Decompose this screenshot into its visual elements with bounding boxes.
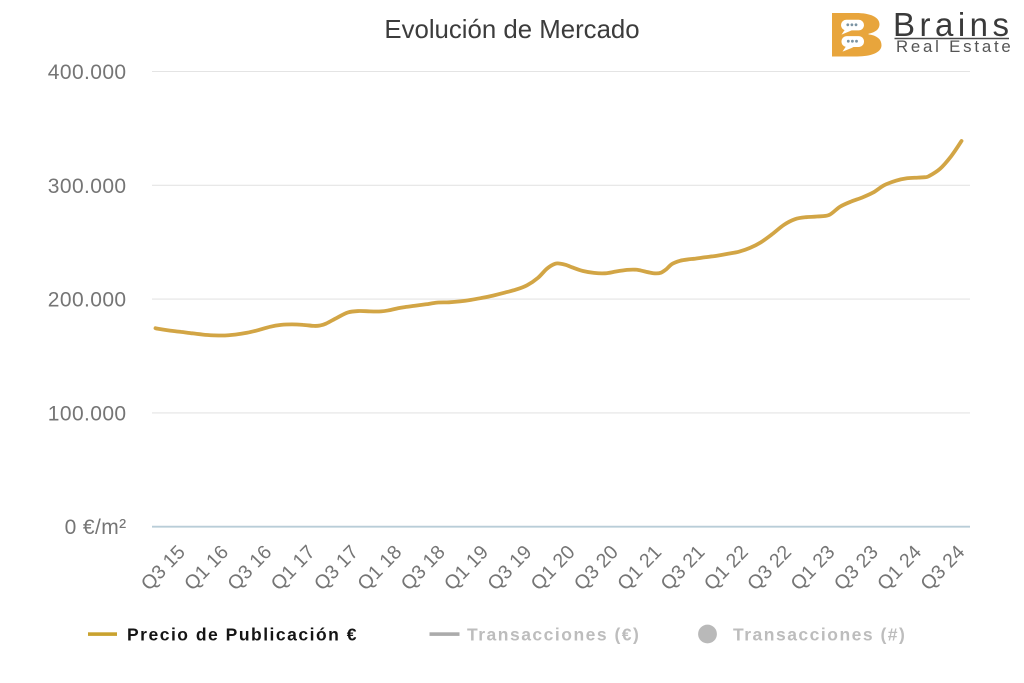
svg-text:0 €/m²: 0 €/m² — [65, 516, 127, 539]
svg-text:300.000: 300.000 — [48, 175, 127, 198]
svg-text:100.000: 100.000 — [48, 402, 127, 425]
svg-text:Evolución de Mercado: Evolución de Mercado — [384, 16, 639, 44]
svg-text:400.000: 400.000 — [48, 61, 127, 84]
svg-text:Transacciones (#): Transacciones (#) — [733, 625, 906, 645]
svg-text:Brains: Brains — [893, 6, 1014, 43]
svg-text:Real Estate: Real Estate — [896, 37, 1014, 56]
svg-text:Precio de Publicación €: Precio de Publicación € — [127, 625, 358, 645]
svg-text:Transacciones (€): Transacciones (€) — [467, 625, 640, 645]
svg-text:200.000: 200.000 — [48, 289, 127, 312]
